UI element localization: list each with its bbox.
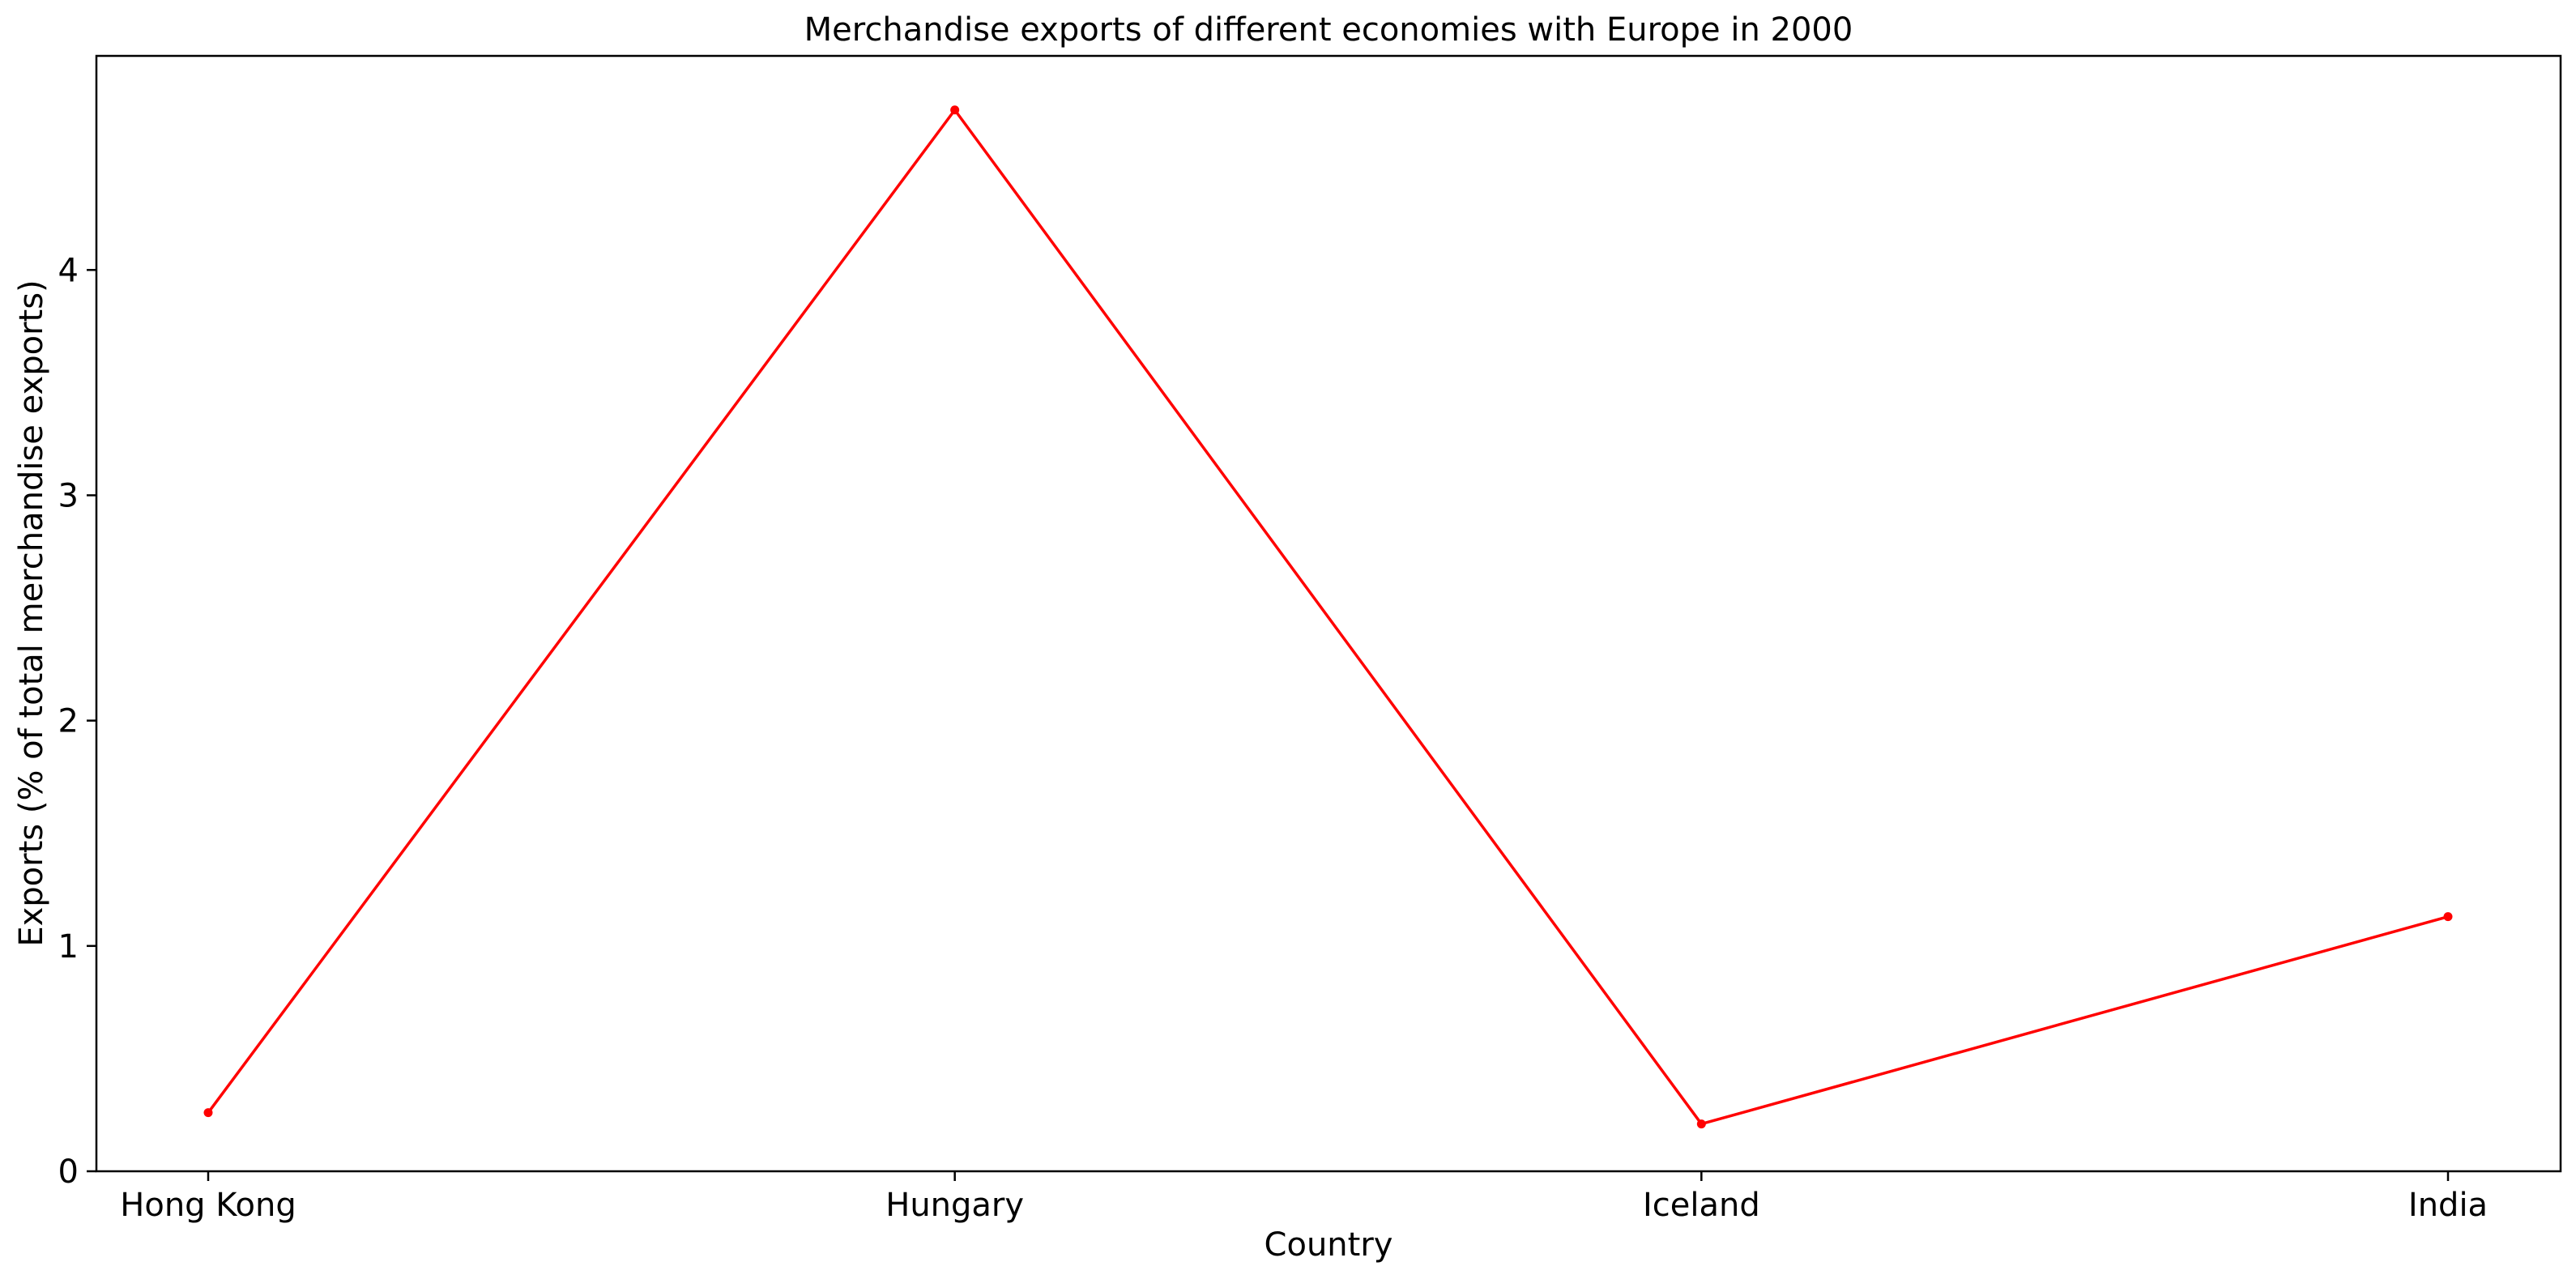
data-point — [203, 1108, 213, 1118]
y-tick-label: 1 — [58, 928, 79, 966]
y-axis-label: Exports (% of total merchandise exports) — [13, 279, 50, 946]
y-tick-label: 3 — [58, 477, 79, 514]
x-tick-label: Hungary — [885, 1187, 1024, 1224]
series-line — [207, 109, 2449, 1126]
x-axis-label: Country — [1265, 1226, 1393, 1264]
x-tick-label: Hong Kong — [120, 1187, 296, 1224]
x-axis: Hong Kong Hungary Iceland India — [120, 1171, 2488, 1224]
data-point — [950, 105, 960, 115]
data-point — [1696, 1119, 1706, 1129]
plot-area-frame — [95, 54, 2562, 1173]
x-tick-label: India — [2408, 1187, 2488, 1224]
chart-title: Merchandise exports of different economi… — [804, 11, 1853, 49]
series-layer — [203, 105, 2453, 1129]
y-tick-label: 0 — [58, 1153, 79, 1191]
y-axis: 0 1 2 3 4 — [58, 252, 96, 1191]
x-tick-label: Iceland — [1643, 1187, 1760, 1224]
data-point — [2443, 912, 2453, 922]
y-tick-label: 2 — [58, 703, 79, 740]
y-tick-label: 4 — [58, 252, 79, 289]
